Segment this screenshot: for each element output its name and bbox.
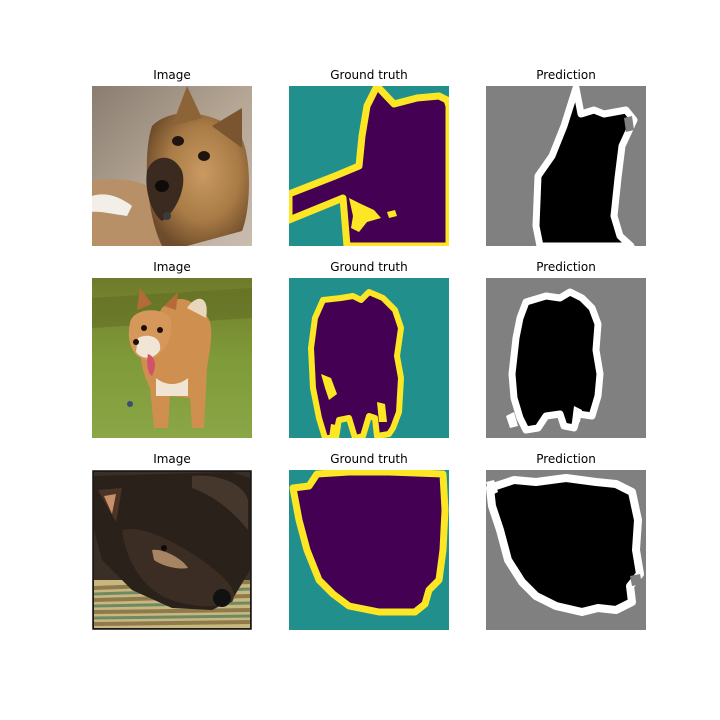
row3-ground-truth-mask — [289, 470, 449, 630]
row1-ground-truth-drawing — [289, 86, 449, 246]
row1-ground-truth-title: Ground truth — [330, 68, 408, 82]
row2-dog-photo — [92, 278, 252, 438]
row1-ground-truth-mask — [289, 86, 449, 246]
row2-ground-truth-drawing — [289, 278, 449, 438]
row2-dog-photo-drawing — [92, 278, 252, 438]
row3-prediction-title: Prediction — [536, 452, 596, 466]
row3-dog-photo — [92, 470, 252, 630]
row3-image-title: Image — [153, 452, 191, 466]
row1-dog-photo — [92, 86, 252, 246]
row2-ground-truth-mask — [289, 278, 449, 438]
row3-ground-truth-title: Ground truth — [330, 452, 408, 466]
row3-dog-photo-drawing — [92, 470, 252, 630]
row3-prediction-mask — [486, 470, 646, 630]
row2-image-title: Image — [153, 260, 191, 274]
row1-prediction-drawing — [486, 86, 646, 246]
row3-prediction-drawing — [486, 470, 646, 630]
row1-image-title: Image — [153, 68, 191, 82]
row2-prediction-mask — [486, 278, 646, 438]
row1-prediction-mask — [486, 86, 646, 246]
row3-ground-truth-drawing — [289, 470, 449, 630]
row2-prediction-title: Prediction — [536, 260, 596, 274]
row1-prediction-title: Prediction — [536, 68, 596, 82]
row1-dog-photo-drawing — [92, 86, 252, 246]
row2-prediction-drawing — [486, 278, 646, 438]
row2-ground-truth-title: Ground truth — [330, 260, 408, 274]
